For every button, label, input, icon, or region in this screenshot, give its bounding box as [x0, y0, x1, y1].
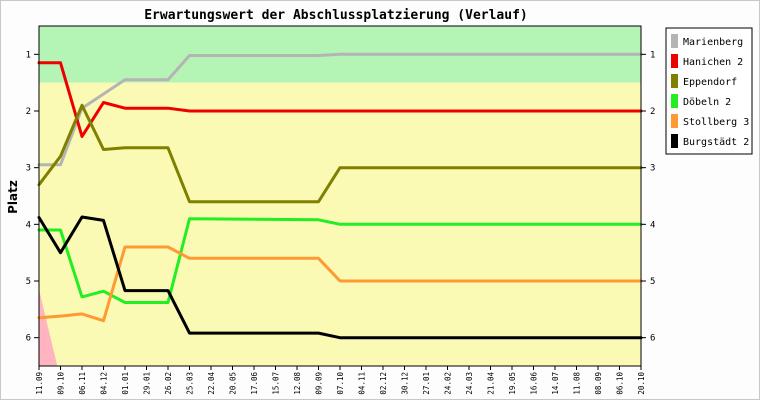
y-axis-left: 1 2 3 4 5 6: [26, 50, 39, 344]
legend-label: Hanichen 2: [683, 57, 743, 68]
x-tick-label: 04.11: [358, 372, 367, 395]
x-tick-label: 02.12: [379, 372, 388, 395]
x-tick-label: 09.09: [315, 372, 324, 395]
y-tick-label: 1: [650, 50, 655, 60]
y-tick-label: 6: [650, 334, 655, 344]
series-line: [37, 217, 643, 304]
y-tick-label: 2: [26, 107, 31, 117]
x-tick-label: 15.07: [272, 372, 281, 395]
x-tick-label: 12.08: [293, 372, 302, 395]
legend-swatch: [671, 134, 678, 148]
series-line: [37, 103, 643, 204]
y-tick-label: 2: [650, 107, 655, 117]
legend-label: Marienberg: [683, 37, 743, 48]
x-tick-label: 11.09: [35, 372, 44, 395]
y-tick-label: 5: [650, 277, 655, 287]
x-tick-label: 21.04: [487, 372, 496, 395]
plot-background: [39, 26, 641, 367]
x-tick-label: 14.07: [551, 372, 560, 395]
y-tick-label: 4: [650, 220, 655, 230]
y-tick-label: 3: [26, 164, 31, 174]
x-tick-label: 24.03: [465, 372, 474, 395]
x-tick-label: 22.04: [207, 372, 216, 395]
y-axis-label: Platz: [6, 180, 20, 214]
x-tick-label: 27.01: [422, 372, 431, 395]
x-tick-label: 30.12: [401, 372, 410, 395]
x-tick-label: 08.09: [594, 372, 603, 395]
legend-swatch: [671, 54, 678, 68]
relegation-zone: [39, 289, 58, 366]
legend-label: Eppendorf: [683, 77, 737, 88]
y-axis-right: 1 2 3 4 5 6: [641, 50, 655, 344]
y-tick-label: 1: [26, 50, 31, 60]
legend-swatch: [671, 94, 678, 108]
x-tick-label: 09.10: [57, 372, 66, 395]
legend-label: Döbeln 2: [683, 97, 731, 108]
series-line: [37, 61, 643, 138]
x-tick-label: 26.02: [164, 372, 173, 395]
series-line: [37, 52, 643, 167]
series-line: [37, 215, 643, 340]
legend: Marienberg Hanichen 2 Eppendorf Döbeln 2 Sto…: [665, 27, 753, 155]
x-tick-label: 06.11: [78, 372, 87, 395]
series-line: [37, 245, 643, 323]
chart-title: Erwartungswert der Abschlussplatzierung …: [144, 8, 528, 23]
x-tick-label: 25.03: [186, 372, 195, 395]
legend-label: Burgstädt 2: [683, 137, 749, 148]
y-tick-label: 3: [650, 164, 655, 174]
x-tick-label: 20.05: [229, 372, 238, 395]
x-tick-label: 04.12: [100, 372, 109, 395]
x-tick-label: 16.06: [530, 372, 539, 395]
legend-swatch: [671, 34, 678, 48]
y-tick-label: 5: [26, 277, 31, 287]
y-tick-label: 6: [26, 334, 31, 344]
x-tick-label: 17.06: [250, 372, 259, 395]
x-tick-label: 24.02: [444, 372, 453, 395]
x-tick-label: 11.08: [573, 372, 582, 395]
x-tick-label: 07.10: [336, 372, 345, 395]
legend-swatch: [671, 74, 678, 88]
x-tick-label: 06.10: [616, 372, 625, 395]
series-layer: [37, 52, 643, 340]
legend-box: [665, 27, 753, 155]
legend-swatch: [671, 114, 678, 128]
x-tick-label: 19.05: [508, 372, 517, 395]
x-tick-label: 01.01: [121, 372, 130, 395]
x-tick-label: 29.01: [143, 372, 152, 395]
y-tick-label: 4: [26, 220, 31, 230]
x-axis: 11.09 09.10 06.11 04.12 01.01 29.01 26.02 25.03…: [35, 366, 646, 395]
x-tick-label: 20.10: [637, 372, 646, 395]
legend-label: Stollberg 3: [683, 117, 749, 128]
